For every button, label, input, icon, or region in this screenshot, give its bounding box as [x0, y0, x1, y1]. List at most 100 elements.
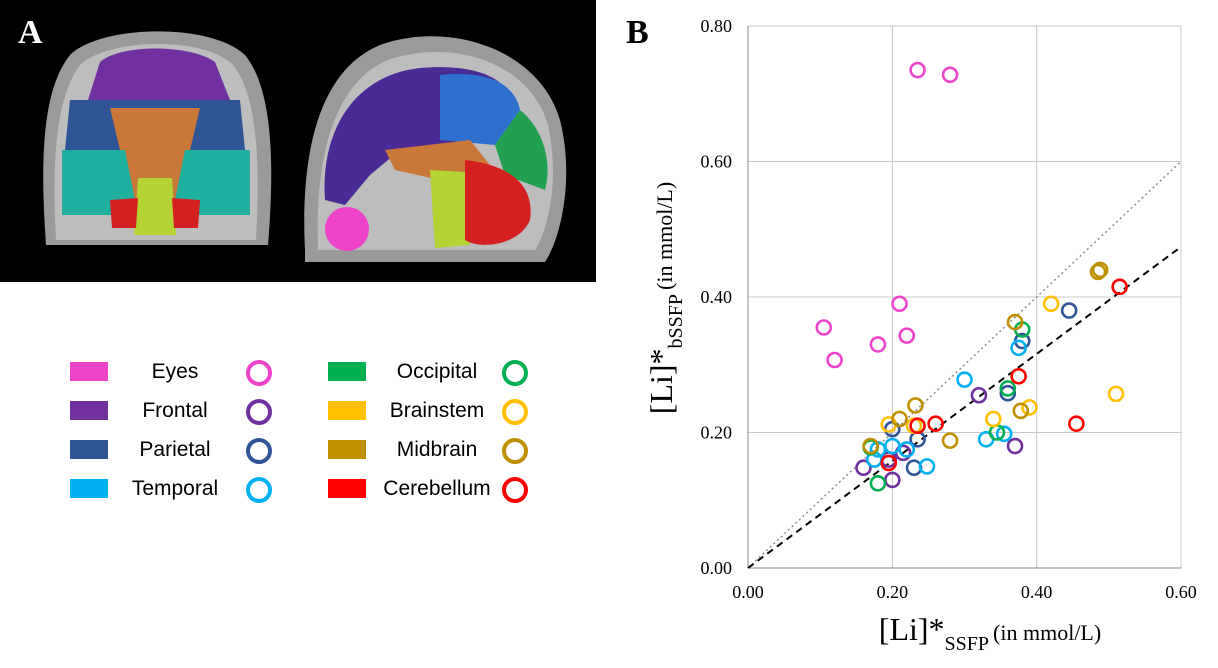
data-point [1021, 399, 1038, 416]
series-eyes [815, 61, 959, 369]
data-point [999, 384, 1017, 402]
legend-swatch [328, 362, 366, 381]
data-point [1012, 402, 1030, 420]
legend-marker [502, 360, 528, 386]
legend-swatch [328, 479, 366, 498]
data-point [1010, 367, 1027, 385]
x-tick-label: 0.00 [732, 582, 764, 602]
legend-item-cerebellum: Cerebellum [328, 473, 538, 503]
legend-marker [502, 477, 528, 503]
legend-swatch [70, 401, 108, 420]
y-tick-label: 0.40 [701, 287, 733, 307]
series-cerebellum [880, 278, 1128, 472]
data-point [815, 319, 833, 336]
data-point [1091, 261, 1109, 279]
legend: Eyes Frontal Parietal Temporal Occipital… [70, 352, 550, 512]
y-tick-labels: 0.00 0.20 0.40 0.60 0.80 [701, 16, 733, 578]
x-tick-label: 0.20 [877, 582, 909, 602]
data-point [869, 336, 887, 353]
panel-b-label: B [626, 14, 649, 51]
legend-label: Occipital [396, 360, 478, 383]
legend-swatch [70, 440, 108, 459]
x-label-unit: (in mmol/L) [993, 620, 1101, 645]
y-tick-label: 0.00 [701, 558, 733, 578]
sagittal-slice [304, 36, 567, 262]
legend-item-eyes: Eyes [70, 356, 280, 386]
data-point [1006, 313, 1024, 331]
data-point [855, 459, 872, 477]
data-point [826, 351, 843, 369]
legend-item-frontal: Frontal [70, 395, 280, 425]
data-point [1006, 437, 1024, 455]
legend-label: Midbrain [396, 438, 478, 461]
legend-item-parietal: Parietal [70, 434, 280, 464]
legend-marker [246, 438, 272, 464]
legend-label: Temporal [131, 477, 219, 500]
panel-a-label: A [18, 14, 43, 51]
data-point [1068, 415, 1085, 432]
data-point [1111, 278, 1128, 296]
chart-axes [747, 26, 1181, 569]
y-tick-label: 0.60 [701, 152, 733, 172]
data-point [995, 425, 1013, 443]
brain-segmentation-illustration [43, 31, 567, 262]
x-label-sub: SSFP [945, 633, 990, 655]
legend-item-brainstem: Brainstem [328, 395, 538, 425]
legend-marker [502, 399, 528, 425]
data-point [999, 380, 1017, 397]
legend-label: Parietal [139, 438, 211, 461]
fit-line [747, 246, 1182, 569]
data-point [891, 295, 908, 313]
data-point [1042, 295, 1060, 313]
data-point [1010, 339, 1027, 357]
data-point [1089, 263, 1107, 281]
data-point [1060, 302, 1078, 319]
data-point [918, 458, 936, 475]
data-point [941, 66, 959, 84]
x-label-main: [Li]* [879, 611, 945, 647]
data-point [869, 475, 887, 492]
legend-item-midbrain: Midbrain [328, 434, 538, 464]
data-point [862, 437, 879, 455]
legend-marker [246, 399, 272, 425]
legend-marker [246, 360, 272, 386]
series-occipital [862, 321, 1031, 492]
y-axis-label: [Li]*bSSFP (in mmol/L) [643, 182, 687, 414]
scatter-chart: 0.00 0.20 0.40 0.60 0.80 0.00 0.20 0.40 0.60 [L… [643, 16, 1197, 655]
legend-label: Eyes [151, 360, 199, 383]
legend-swatch [70, 479, 108, 498]
x-tick-labels: 0.00 0.20 0.40 0.60 [732, 582, 1197, 602]
legend-swatch [328, 440, 366, 459]
brain-segmentation-panel [0, 0, 596, 282]
legend-item-occipital: Occipital [328, 356, 538, 386]
data-point [927, 415, 944, 432]
data-point [880, 454, 898, 472]
legend-swatch [328, 401, 366, 420]
coronal-slice [43, 31, 272, 246]
data-point [909, 417, 926, 435]
data-point [907, 397, 924, 414]
legend-marker [246, 477, 272, 503]
series-brainstem [880, 295, 1125, 435]
data-point [985, 410, 1002, 428]
series-midbrain [862, 261, 1109, 455]
legend-label: Brainstem [389, 399, 485, 422]
legend-swatch [70, 362, 108, 381]
y-label-sub: bSSFP [665, 294, 687, 349]
data-point [941, 432, 959, 449]
data-point [956, 371, 973, 388]
data-points [815, 61, 1128, 492]
y-label-main: [Li]* [643, 348, 679, 414]
data-point [891, 410, 908, 428]
x-axis-label: [Li]*SSFP (in mmol/L) [879, 611, 1101, 655]
data-point [1107, 385, 1125, 403]
y-label-unit: (in mmol/L) [652, 182, 677, 290]
y-tick-label: 0.80 [701, 16, 733, 36]
identity-line [747, 160, 1182, 569]
chart-grid [748, 25, 1182, 568]
legend-label: Cerebellum [383, 477, 491, 500]
legend-marker [502, 438, 528, 464]
data-point [970, 386, 988, 404]
x-tick-label: 0.60 [1165, 582, 1197, 602]
y-tick-label: 0.20 [701, 423, 733, 443]
